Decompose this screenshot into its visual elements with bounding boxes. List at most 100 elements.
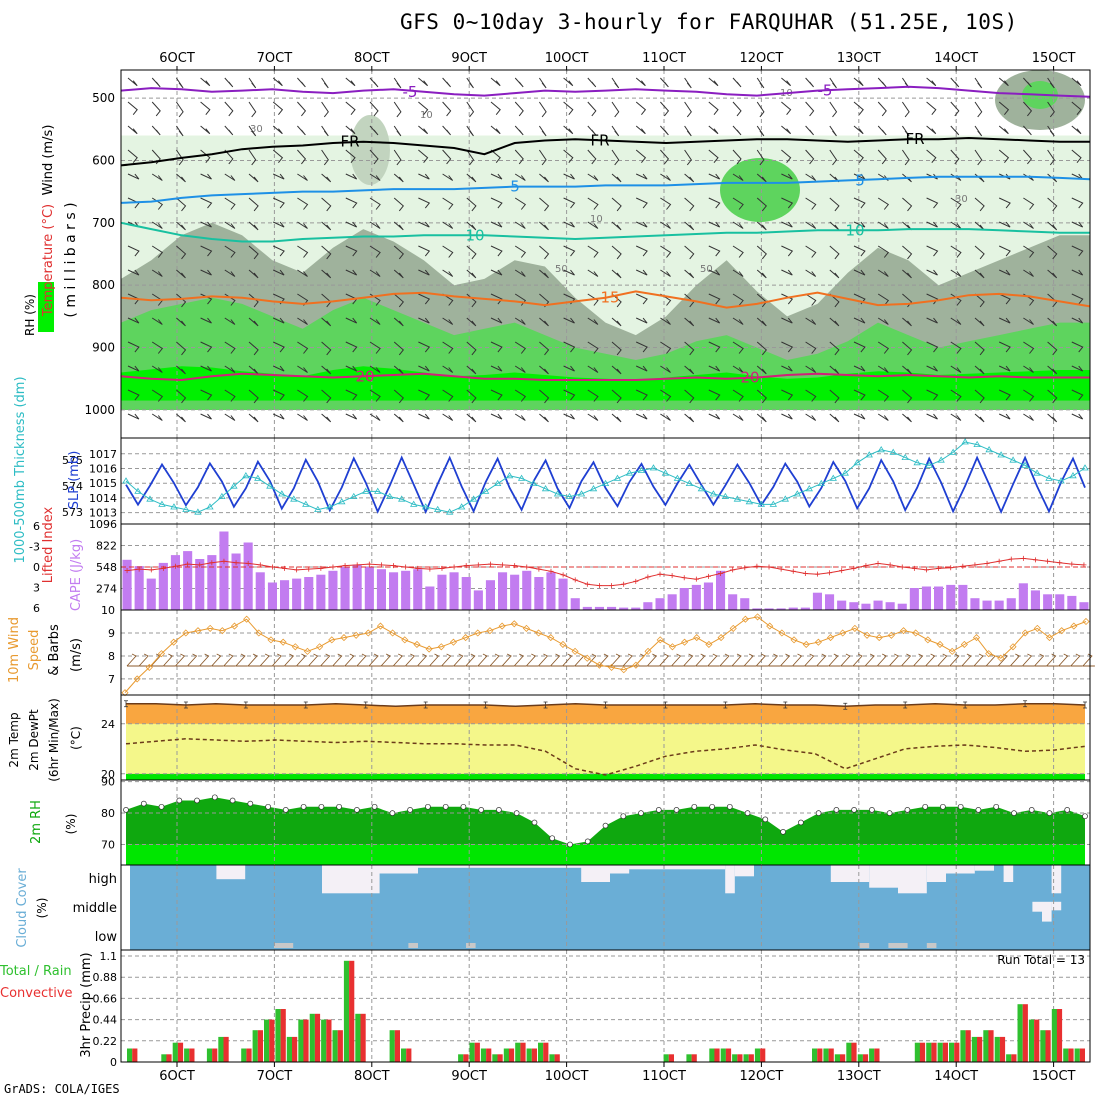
wind-barb xyxy=(902,365,912,375)
thickness-marker xyxy=(505,472,514,479)
temperature-axis-title: Temperature (°C) xyxy=(41,204,56,317)
isotherm-label: FR xyxy=(905,130,924,148)
cape-bar xyxy=(328,570,338,610)
precip-bar-convective xyxy=(360,1013,366,1062)
precip-bar-convective xyxy=(269,1019,275,1062)
rh2m-marker xyxy=(1082,813,1088,820)
wind-barb-10m xyxy=(175,653,188,667)
wind-barb xyxy=(248,341,259,356)
bottom-x-tick-label: 8OCT xyxy=(354,1069,390,1084)
cape-bar xyxy=(643,602,653,610)
cape-bar xyxy=(158,562,168,610)
wind-barb xyxy=(321,389,332,404)
wind-barb xyxy=(756,389,767,404)
wind-barb xyxy=(926,317,938,324)
wind-barb xyxy=(877,341,890,354)
wind-barb xyxy=(708,77,719,87)
cape-bar xyxy=(716,570,726,610)
cloud-clear-high xyxy=(869,865,898,888)
wind-barb xyxy=(297,125,306,136)
cloud-clear-high xyxy=(216,865,246,880)
wind-barb xyxy=(393,77,402,89)
wind-barb xyxy=(660,245,672,258)
cape-bar xyxy=(449,572,459,610)
wind-barb xyxy=(369,101,379,117)
isotherm-label: FR xyxy=(590,131,609,149)
wind-barb xyxy=(248,389,259,404)
wind-barb xyxy=(1023,365,1034,373)
wind-barb xyxy=(297,317,308,325)
wind-barb xyxy=(901,77,910,89)
wind-barb xyxy=(684,149,692,166)
rh2m-marker xyxy=(229,797,236,804)
wind-barb xyxy=(418,173,430,180)
wind-barb xyxy=(127,413,140,420)
cloud-clear-low xyxy=(888,943,898,948)
wind-speed-marker xyxy=(899,627,908,635)
isotherm-fr xyxy=(120,136,1090,167)
wind-barb xyxy=(490,101,501,116)
wind-barb xyxy=(902,269,912,279)
wind-barb-10m xyxy=(671,653,684,667)
wind-barb xyxy=(587,101,597,117)
wind-barb xyxy=(853,389,866,401)
cloud-clear-high xyxy=(830,865,870,882)
precip-bar-convective xyxy=(840,1054,846,1062)
cape-tick-label: 822 xyxy=(96,540,117,553)
wind-barb xyxy=(684,317,695,327)
wind-barb xyxy=(248,173,259,183)
slp-tick-label: 1096 xyxy=(89,518,117,531)
rh2m-marker xyxy=(638,810,644,816)
cape-bar xyxy=(219,531,229,610)
wind-barb xyxy=(587,317,599,325)
wind-barb xyxy=(756,317,767,327)
wind-barb xyxy=(829,245,840,260)
wind-barb xyxy=(466,293,477,308)
wind-barb xyxy=(901,125,910,137)
wind-barb xyxy=(805,413,817,421)
wind-barb-10m xyxy=(973,653,986,667)
li-line xyxy=(127,557,1084,587)
bottom-x-tick-label: 12OCT xyxy=(740,1069,784,1084)
cape-bar xyxy=(1067,595,1077,610)
wind-barb xyxy=(998,365,1011,372)
wind-barb xyxy=(660,197,672,210)
cape-bar xyxy=(607,606,617,610)
rh2m-marker xyxy=(620,813,627,820)
wind-barb xyxy=(224,221,236,229)
wind-barb xyxy=(1047,317,1058,327)
wind-barb xyxy=(974,365,985,375)
wind-barb xyxy=(660,269,671,277)
top-x-tick-label: 13OCT xyxy=(837,51,881,66)
cape-bar xyxy=(146,578,156,610)
wind-barb xyxy=(175,77,184,89)
cape-bar xyxy=(570,598,580,610)
wind-barb xyxy=(466,269,477,279)
wind-barb xyxy=(490,77,501,87)
wind-barb-10m xyxy=(1082,653,1095,667)
wind-barb xyxy=(635,293,648,305)
wind-barb xyxy=(805,173,817,181)
precip-bar-total xyxy=(1074,1048,1080,1062)
isotherm-label: 20 xyxy=(355,367,374,385)
wind-barb xyxy=(829,341,840,356)
rh-contour-label: 30 xyxy=(250,124,263,135)
wind-barb xyxy=(539,269,549,279)
precip-bar-total xyxy=(1051,1009,1057,1062)
wind-speed-marker xyxy=(851,624,859,632)
wind-barb xyxy=(466,317,477,327)
isotherm-p15 xyxy=(120,290,1091,309)
wind-barb xyxy=(1047,389,1058,404)
wind-barb xyxy=(611,221,622,231)
rh2m-marker xyxy=(975,807,982,813)
wind-barb xyxy=(611,197,622,212)
precip-bar-convective xyxy=(406,1048,412,1062)
cape-bar xyxy=(934,586,944,610)
wind-barb xyxy=(926,245,939,257)
wind-barb xyxy=(345,389,358,401)
thickness-axis-title: 1000-500mb Thickness (dm) xyxy=(13,376,28,563)
wind-barb xyxy=(176,269,186,279)
li-tick-label: -3 xyxy=(29,541,40,554)
cape-bar xyxy=(885,602,895,610)
wind-barb xyxy=(781,197,794,209)
